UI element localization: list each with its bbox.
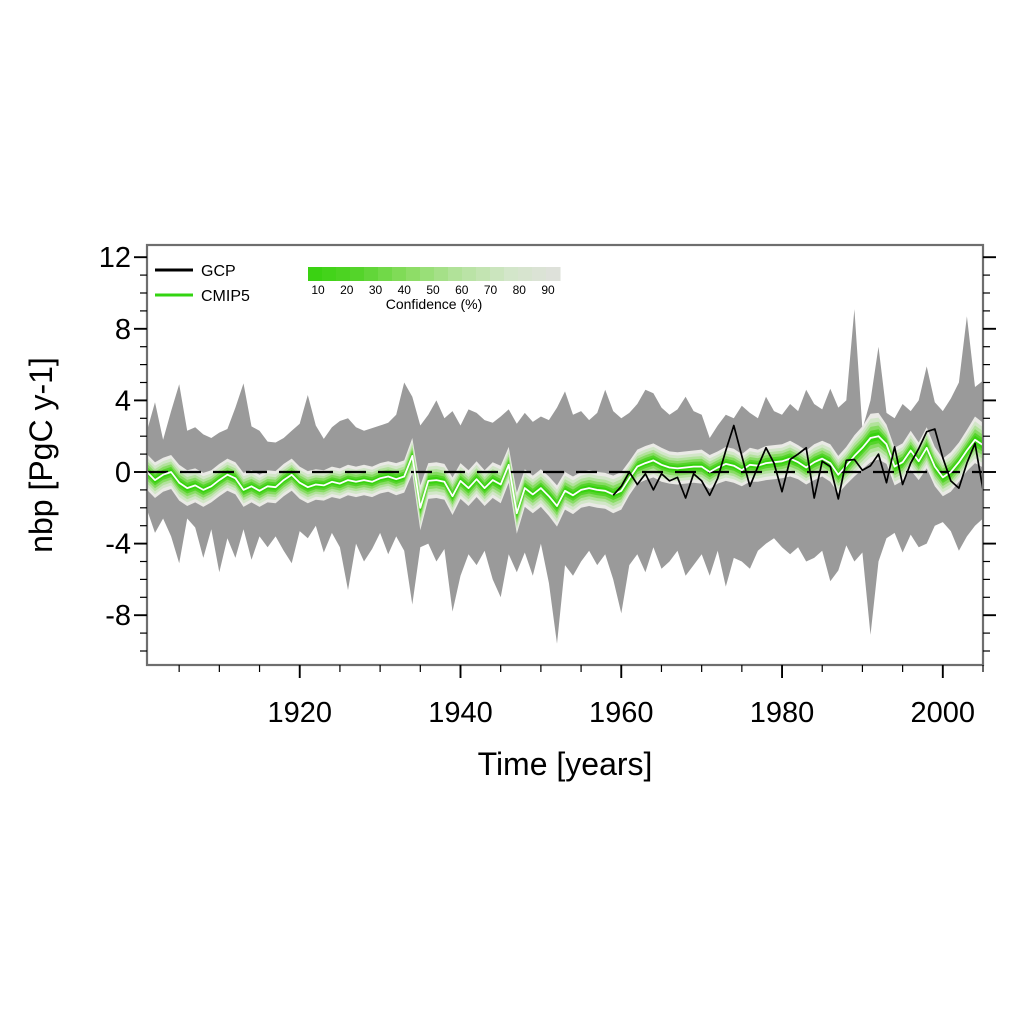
- x-tick-label: 1920: [267, 697, 332, 729]
- colorbar-segment: [322, 267, 337, 281]
- colorbar-segment: [406, 267, 421, 281]
- colorbar-tick-label: 60: [455, 283, 469, 297]
- colorbar-segment: [518, 267, 533, 281]
- y-tick-label: 8: [115, 314, 131, 346]
- legend-gcp-label: GCP: [201, 263, 236, 280]
- colorbar-tick-label: 70: [484, 283, 498, 297]
- x-tick-label: 1960: [589, 697, 654, 729]
- plot-area: [147, 309, 983, 644]
- x-axis-title: Time [years]: [478, 746, 653, 782]
- confidence-colorbar: 10 20 30 40 50 60 70 80 90 Confidence (%): [308, 267, 561, 312]
- y-tick-label: 0: [115, 457, 131, 489]
- colorbar-segment: [504, 267, 519, 281]
- colorbar-tick-label: 40: [398, 283, 412, 297]
- y-tick-label: 4: [115, 385, 131, 417]
- axes: [134, 243, 996, 678]
- colorbar-tick-label: 80: [513, 283, 527, 297]
- axis-tick-labels: -8 -4 0 4 8 12 1920 1940 1960 1980 2000: [99, 242, 975, 729]
- colorbar-segment: [532, 267, 547, 281]
- colorbar-segment: [448, 267, 463, 281]
- confidence-band-layer: [147, 412, 983, 534]
- colorbar-gradient: [308, 267, 561, 281]
- y-axis-title: nbp [PgC y-1]: [23, 357, 59, 553]
- y-tick-label: -4: [105, 529, 131, 561]
- colorbar-segment: [434, 267, 449, 281]
- colorbar-segment: [546, 267, 561, 281]
- colorbar-tick-label: 30: [369, 283, 383, 297]
- colorbar-tick-label: 90: [541, 283, 555, 297]
- legend-cmip5-label: CMIP5: [201, 288, 250, 305]
- confidence-band-layer: [147, 417, 983, 530]
- legend: GCP CMIP5: [155, 263, 250, 305]
- colorbar-segment: [350, 267, 365, 281]
- colorbar-tick-labels: 10 20 30 40 50 60 70 80 90: [311, 283, 555, 297]
- colorbar-segment: [378, 267, 393, 281]
- colorbar-segment: [364, 267, 379, 281]
- colorbar-tick-label: 20: [340, 283, 354, 297]
- colorbar-title: Confidence (%): [386, 296, 483, 312]
- y-tick-label: 12: [99, 242, 131, 274]
- cmip5-mean-line: [147, 435, 983, 515]
- y-tick-label: -8: [105, 600, 131, 632]
- plot-frame: [145, 243, 985, 667]
- x-tick-label: 2000: [911, 697, 976, 729]
- colorbar-segment: [490, 267, 505, 281]
- colorbar-tick-label: 50: [426, 283, 440, 297]
- colorbar-segment: [336, 267, 351, 281]
- x-tick-label: 1980: [750, 697, 815, 729]
- gcp-line: [612, 424, 983, 500]
- colorbar-segment: [462, 267, 477, 281]
- colorbar-segment: [476, 267, 491, 281]
- colorbar-segment: [392, 267, 407, 281]
- colorbar-segment: [420, 267, 435, 281]
- colorbar-tick-label: 10: [311, 283, 325, 297]
- colorbar-segment: [308, 267, 323, 281]
- x-tick-label: 1940: [428, 697, 493, 729]
